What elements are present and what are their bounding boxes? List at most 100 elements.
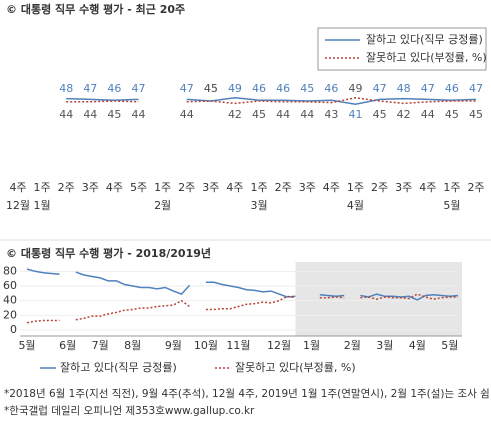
series-line: [66, 100, 139, 103]
series-line: [75, 299, 191, 321]
x-month-label: 3월: [250, 199, 267, 212]
x-tick-label: 1주: [34, 181, 51, 194]
data-label: 44: [300, 108, 314, 121]
data-label: 49: [348, 82, 362, 95]
series-line: [186, 97, 477, 105]
data-label: 44: [83, 108, 97, 121]
data-label: 42: [397, 108, 411, 121]
x-tick-label: 2주: [467, 181, 484, 194]
data-label: 44: [421, 108, 435, 121]
data-label: 43: [324, 108, 338, 121]
data-label: 45: [373, 108, 387, 121]
x-tick-label: 1주: [347, 181, 364, 194]
x-month-label: 5월: [443, 199, 460, 212]
series-line: [360, 293, 458, 300]
x-tick-label: 2주: [58, 181, 75, 194]
x-tick-label: 3주: [299, 181, 316, 194]
x-tick-label: 5월: [441, 339, 458, 352]
y-tick-label: 0: [10, 323, 17, 336]
series-line: [205, 295, 296, 311]
x-tick-label: 4주: [226, 181, 243, 194]
series-line: [26, 268, 60, 276]
chart-title: © 대통령 직무 수행 평가 - 최근 20주: [6, 2, 185, 16]
series-line: [66, 97, 139, 101]
x-tick-label: 2주: [275, 181, 292, 194]
footnote: *한국갤럽 데일리 오피니언 제353호www.gallup.co.kr: [4, 404, 255, 417]
data-label: 44: [59, 108, 73, 121]
x-tick-label: 9월: [165, 339, 182, 352]
data-label: 47: [180, 82, 194, 95]
data-label: 44: [132, 108, 146, 121]
x-tick-label: 4주: [106, 181, 123, 194]
legend-label: 잘하고 있다(직무 긍정률): [60, 360, 177, 374]
x-tick-label: 5월: [18, 339, 35, 352]
x-tick-label: 2월: [344, 339, 361, 352]
x-tick-label: 4주: [323, 181, 340, 194]
y-tick-label: 20: [3, 308, 17, 321]
y-tick-label: 40: [3, 294, 17, 307]
x-tick-label: 10월: [194, 339, 218, 352]
data-label: 45: [204, 82, 218, 95]
data-label: 45: [300, 82, 314, 95]
data-label: 46: [324, 82, 338, 95]
x-tick-label: 12월: [267, 339, 291, 352]
data-label: 45: [445, 108, 459, 121]
x-tick-label: 1월: [303, 339, 320, 352]
x-month-label: 12월: [6, 199, 30, 212]
x-tick-label: 7월: [92, 339, 109, 352]
data-label: 42: [228, 108, 242, 121]
x-tick-label: 1주: [154, 181, 171, 194]
data-label: 49: [228, 82, 242, 95]
x-month-label: 4월: [347, 199, 364, 212]
data-label: 46: [276, 82, 290, 95]
x-tick-label: 3주: [202, 181, 219, 194]
y-tick-label: 80: [3, 264, 17, 277]
series-line: [75, 271, 191, 295]
x-tick-label: 3월: [376, 339, 393, 352]
series-line: [319, 296, 345, 299]
data-label: 47: [83, 82, 97, 95]
data-label: 47: [421, 82, 435, 95]
x-tick-label: 11월: [226, 339, 250, 352]
x-tick-label: 4주: [9, 181, 26, 194]
highlight-region: [295, 262, 462, 336]
series-line: [186, 97, 476, 105]
x-tick-label: 5주: [130, 181, 147, 194]
x-month-label: 2월: [154, 199, 171, 212]
data-label: 45: [204, 82, 218, 95]
x-tick-label: 4주: [419, 181, 436, 194]
x-tick-label: 3주: [82, 181, 99, 194]
series-line: [205, 281, 296, 298]
data-label: 46: [252, 82, 266, 95]
data-label: 47: [132, 82, 146, 95]
data-label: 47: [373, 82, 387, 95]
legend-box: [317, 27, 487, 71]
data-label: 41: [348, 108, 362, 121]
data-label: 45: [469, 108, 483, 121]
legend-label: 잘하고 있다(직무 긍정률): [366, 32, 483, 46]
legend-label: 잘못하고 있다(부정률, %): [366, 50, 487, 64]
data-label: 44: [276, 108, 290, 121]
x-month-label: 1월: [34, 199, 51, 212]
legend-label: 잘못하고 있다(부정률, %): [235, 360, 356, 374]
x-tick-label: 1주: [443, 181, 460, 194]
x-tick-label: 2주: [371, 181, 388, 194]
y-tick-label: 60: [3, 279, 17, 292]
footnote: *2018년 6월 1주(지선 직전), 9월 4주(추석), 12월 4주, …: [4, 388, 490, 400]
data-label: 48: [59, 82, 73, 95]
series-line: [26, 319, 60, 324]
chart-title: © 대통령 직무 수행 평가 - 2018/2019년: [6, 246, 211, 260]
series-line: [360, 293, 459, 301]
data-label: 45: [252, 108, 266, 121]
x-tick-label: 8월: [124, 339, 141, 352]
series-line: [319, 294, 345, 298]
x-tick-label: 1주: [250, 181, 267, 194]
data-label: 48: [397, 82, 411, 95]
data-label: 44: [180, 108, 194, 121]
x-tick-label: 3주: [395, 181, 412, 194]
x-tick-label: 2주: [178, 181, 195, 194]
data-label: 46: [445, 82, 459, 95]
data-label: 46: [107, 82, 121, 95]
data-label: 47: [469, 82, 483, 95]
